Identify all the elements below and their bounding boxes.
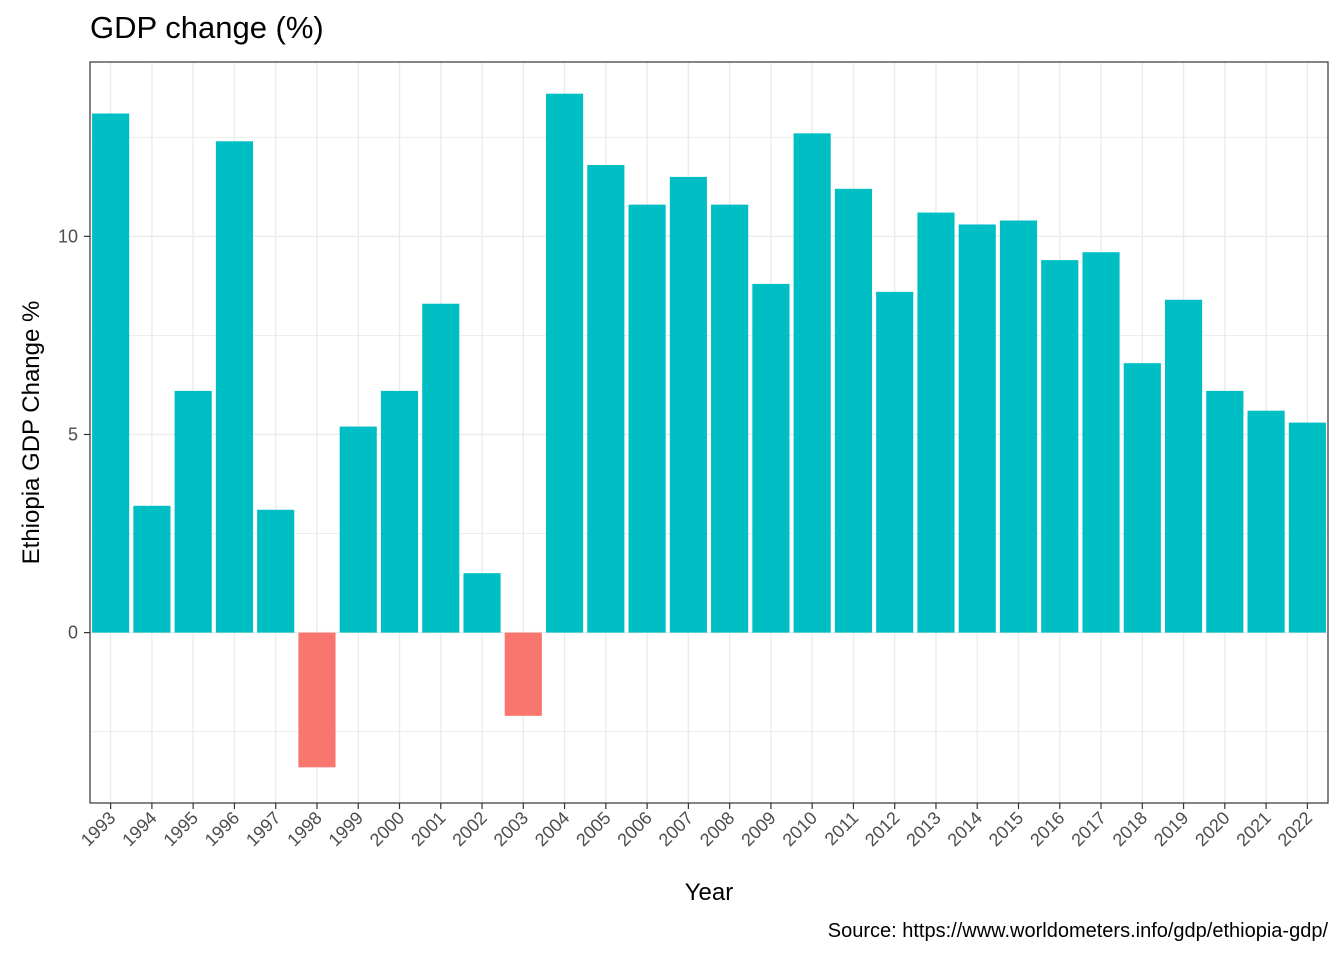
bar-2017 <box>1082 252 1120 633</box>
bar-1999 <box>339 426 377 633</box>
bar-2009 <box>752 283 790 633</box>
x-tick-label: 2020 <box>1191 808 1233 850</box>
x-tick-label: 1995 <box>160 808 202 850</box>
x-tick-label: 1994 <box>118 808 160 850</box>
bar-2022 <box>1288 422 1326 633</box>
bar-2016 <box>1041 260 1079 633</box>
bar-2006 <box>628 204 666 633</box>
bars <box>92 93 1326 768</box>
x-tick-label: 1993 <box>77 808 119 850</box>
bar-2005 <box>587 165 625 633</box>
bar-2001 <box>422 303 460 633</box>
x-tick-label: 2010 <box>779 808 821 850</box>
x-tick-label: 2015 <box>985 808 1027 850</box>
chart-title: GDP change (%) <box>90 10 324 45</box>
x-tick-label: 1998 <box>283 808 325 850</box>
x-tick-label: 1996 <box>201 808 243 850</box>
panel-border <box>89 61 1329 804</box>
x-tick-label: 2018 <box>1109 808 1151 850</box>
x-tick-label: 2006 <box>613 808 655 850</box>
bar-2008 <box>711 204 749 633</box>
bar-2004 <box>545 93 584 633</box>
y-tick-label: 10 <box>58 226 78 246</box>
x-tick-label: 2014 <box>944 808 986 850</box>
x-tick-label: 2017 <box>1067 808 1109 850</box>
y-axis-title: Ethiopia GDP Change % <box>18 301 45 565</box>
bar-2012 <box>876 291 914 633</box>
bar-2020 <box>1206 390 1244 633</box>
bar-2010 <box>793 133 831 633</box>
y-tick-label: 5 <box>68 424 78 444</box>
x-tick-label: 1997 <box>242 808 284 850</box>
bar-1998 <box>298 632 336 768</box>
x-tick-label: 2009 <box>737 808 779 850</box>
x-tick-label: 2004 <box>531 808 573 850</box>
bar-2013 <box>917 212 955 633</box>
bar-2007 <box>669 176 707 633</box>
bar-2018 <box>1123 363 1161 633</box>
bar-2019 <box>1164 299 1203 633</box>
source-caption: Source: https://www.worldometers.info/gd… <box>827 920 1328 942</box>
x-tick-label: 2005 <box>572 808 614 850</box>
x-tick-label: 2022 <box>1274 808 1316 850</box>
bar-2011 <box>834 188 873 633</box>
x-axis-title: Year <box>685 879 734 906</box>
x-tick-label: 2008 <box>696 808 738 850</box>
x-tick-label: 2012 <box>861 808 903 850</box>
bar-2014 <box>958 224 996 633</box>
bar-1994 <box>133 505 171 633</box>
y-tick-label: 0 <box>68 623 78 643</box>
bar-1996 <box>215 141 254 633</box>
x-tick-label: 2021 <box>1232 808 1274 850</box>
bar-2003 <box>504 632 542 716</box>
x-axis: 1993199419951996199719981999200020012002… <box>77 803 1316 850</box>
bar-1995 <box>174 390 212 633</box>
bar-2000 <box>380 390 419 633</box>
bar-1997 <box>257 509 295 633</box>
x-tick-label: 2000 <box>366 808 408 850</box>
y-axis: 0 5 10 <box>58 226 90 643</box>
x-tick-label: 1999 <box>325 808 367 850</box>
bar-2021 <box>1247 410 1285 633</box>
x-tick-label: 2007 <box>655 808 697 850</box>
bar-2015 <box>999 220 1038 633</box>
x-tick-label: 2002 <box>448 808 490 850</box>
x-tick-label: 2001 <box>407 808 449 850</box>
x-tick-label: 2013 <box>902 808 944 850</box>
bar-2002 <box>463 573 501 633</box>
x-tick-label: 2011 <box>821 808 863 850</box>
bar-1993 <box>92 113 130 633</box>
x-tick-label: 2019 <box>1150 808 1192 850</box>
x-tick-label: 2003 <box>490 808 532 850</box>
x-tick-label: 2016 <box>1026 808 1068 850</box>
